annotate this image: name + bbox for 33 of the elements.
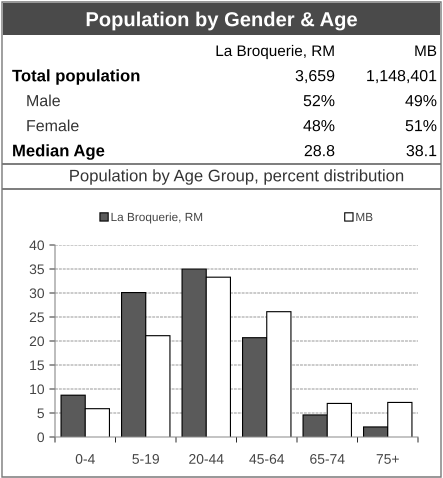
text: 49%: [405, 94, 436, 106]
y-tick-label: 0: [37, 432, 44, 442]
x-tick-label: 20-44: [189, 454, 224, 464]
text: Median Age: [13, 144, 104, 160]
x-tick-label: 65-74: [310, 454, 345, 464]
text: 1,148,401: [367, 70, 436, 84]
y-tick-label: 5: [37, 408, 44, 418]
text: MB: [415, 45, 436, 56]
text: Female: [27, 120, 79, 132]
y-tick-label: 35: [30, 264, 44, 274]
text: 38.1: [406, 144, 436, 156]
x-tick-label: 45-64: [249, 454, 284, 464]
text: 3,659: [296, 70, 334, 84]
text: 51%: [406, 120, 436, 132]
y-tick-label: 10: [30, 384, 44, 394]
text: 52%: [304, 94, 334, 106]
text: Total population: [12, 69, 140, 85]
text: Male: [27, 94, 60, 106]
legend-label: La Broquerie, RM: [112, 212, 202, 224]
y-tick-label: 15: [30, 360, 44, 370]
x-tick-label: 0-4: [76, 454, 95, 464]
text: 28.8: [304, 144, 334, 156]
y-tick-label: 40: [29, 240, 44, 250]
legend-label: MB: [356, 212, 372, 222]
x-tick-label: 5-19: [132, 454, 159, 464]
y-tick-label: 20: [30, 336, 44, 346]
x-tick-label: 75+: [376, 454, 399, 464]
text: Population by Gender & Age: [86, 12, 357, 30]
text: 48%: [303, 120, 334, 132]
y-tick-label: 25: [30, 312, 44, 322]
y-tick-label: 30: [30, 288, 44, 298]
text: La Broquerie, RM: [216, 44, 334, 60]
chart-title: Population by Age Group, percent distribution: [70, 169, 404, 185]
